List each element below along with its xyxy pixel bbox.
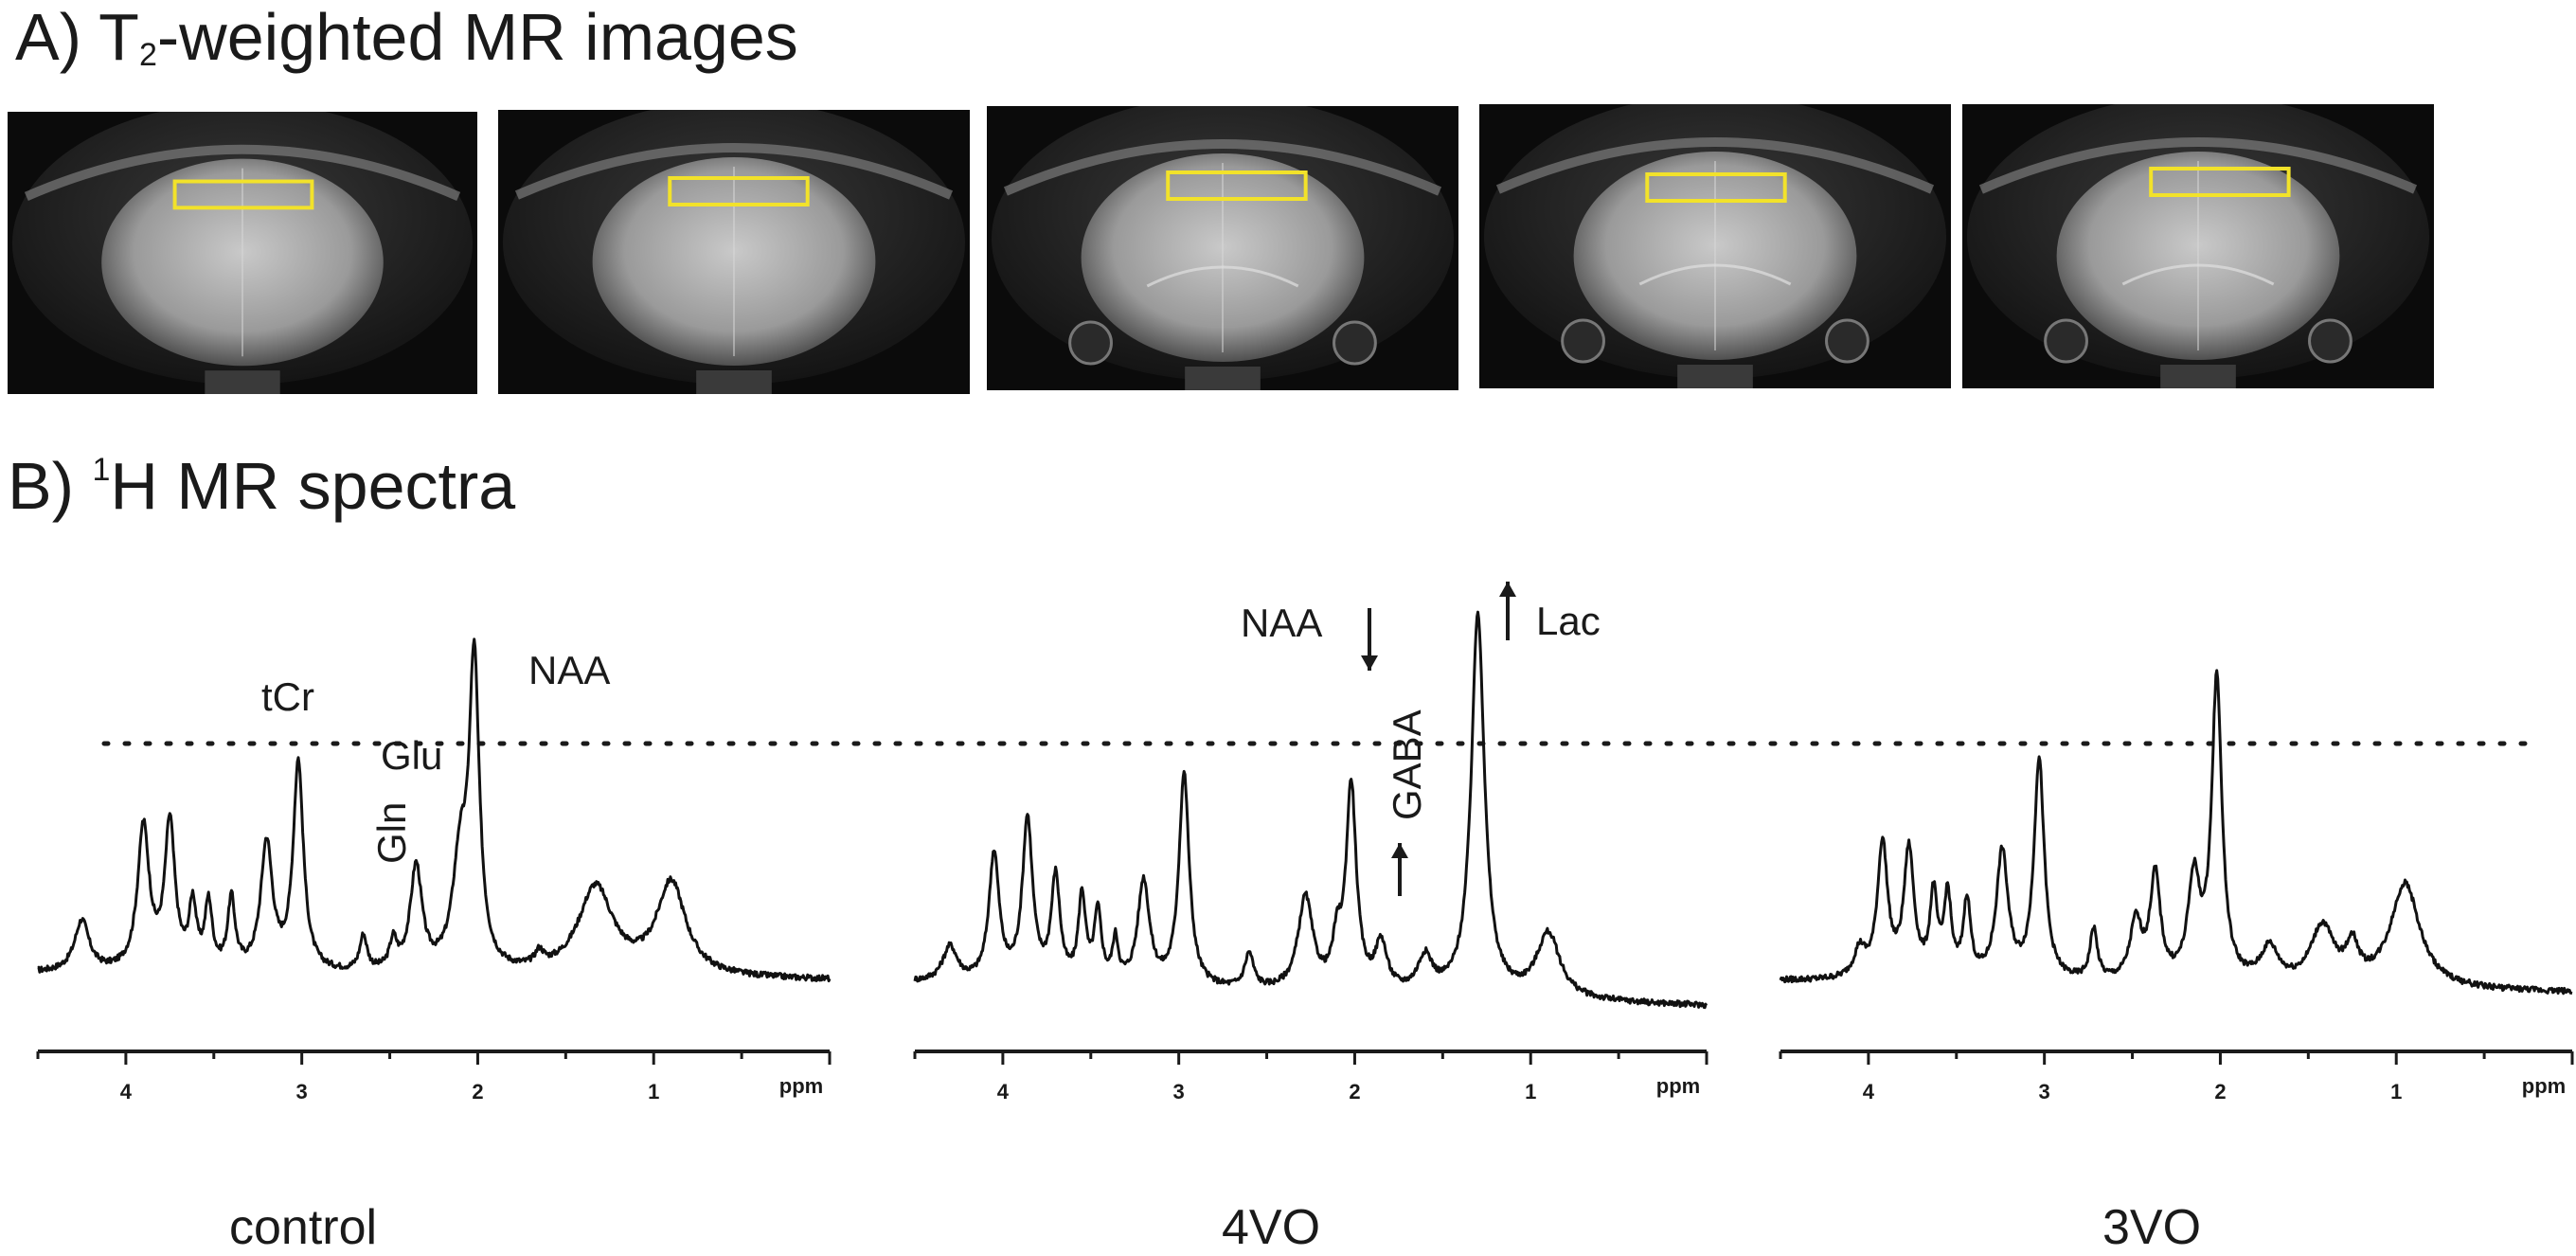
tick-label: 1 bbox=[648, 1080, 659, 1103]
axis-unit-label: ppm bbox=[1656, 1074, 1700, 1098]
hippocampus-contour bbox=[1146, 265, 1299, 288]
mri-image-5 bbox=[1962, 104, 2434, 388]
peak-annotation-lac: Lac bbox=[1536, 599, 1601, 643]
peak-annotation-tcr: tCr bbox=[261, 674, 314, 719]
spectrum-line bbox=[913, 610, 1708, 1010]
brainstem bbox=[696, 370, 772, 394]
spectrum-line bbox=[37, 637, 832, 983]
lateral-structure bbox=[1825, 318, 1869, 364]
panel-b-rest: H MR spectra bbox=[110, 449, 516, 523]
scalp-edge bbox=[24, 144, 461, 201]
lateral-structure bbox=[1561, 318, 1605, 364]
panel-a-subscript: 2 bbox=[138, 37, 157, 73]
lateral-structure bbox=[2308, 318, 2352, 364]
hippocampus-contour bbox=[1638, 263, 1792, 286]
panel-a-label: A) T bbox=[15, 0, 139, 74]
spectrum-panel-0: 4 3 2 1 ppm bbox=[36, 637, 832, 1103]
tick-label: 3 bbox=[1173, 1080, 1185, 1103]
tick-label: 2 bbox=[2214, 1080, 2226, 1103]
peak-annotation-gaba: GABA bbox=[1385, 709, 1429, 820]
tick-label: 2 bbox=[472, 1080, 483, 1103]
hippocampus-contour bbox=[2121, 263, 2275, 286]
spectrum-panel-1: 4 3 2 1 ppm bbox=[913, 610, 1708, 1103]
condition-label-3vo: 3VO bbox=[2102, 1200, 2202, 1255]
mri-image-2 bbox=[498, 110, 970, 394]
mri-image-1 bbox=[8, 112, 477, 394]
tick-label: 1 bbox=[2390, 1080, 2402, 1103]
roi-box bbox=[2149, 167, 2291, 197]
peak-annotation-naa: NAA bbox=[1241, 601, 1322, 645]
panel-b-superscript: 1 bbox=[92, 452, 111, 488]
lateral-structure bbox=[2044, 318, 2088, 364]
scalp-edge bbox=[1495, 137, 1935, 194]
mri-image-4 bbox=[1479, 104, 1951, 388]
panel-a-title: A) T2-weighted MR images bbox=[15, 4, 798, 71]
axis-unit-label: ppm bbox=[779, 1074, 823, 1098]
panel-b-title: B) 1H MR spectra bbox=[8, 453, 515, 519]
lateral-structure bbox=[1333, 320, 1377, 366]
condition-label-4vo: 4VO bbox=[1222, 1200, 1321, 1255]
roi-box bbox=[668, 176, 810, 206]
spectrum-line bbox=[1779, 669, 2573, 996]
scalp-edge bbox=[1978, 137, 2418, 194]
roi-box bbox=[1166, 170, 1308, 201]
roi-box bbox=[172, 179, 314, 210]
tick-label: 4 bbox=[120, 1080, 133, 1103]
panel-b-label: B) bbox=[8, 449, 93, 523]
tick-label: 1 bbox=[1525, 1080, 1536, 1103]
mri-slice-svg bbox=[8, 112, 477, 394]
scalp-edge bbox=[514, 143, 954, 200]
tick-label: 3 bbox=[296, 1080, 308, 1103]
brainstem bbox=[205, 370, 280, 394]
tick-label: 3 bbox=[2039, 1080, 2050, 1103]
tick-label: 4 bbox=[1863, 1080, 1875, 1103]
mri-slice-svg bbox=[987, 106, 1458, 390]
brainstem bbox=[1185, 367, 1261, 390]
mri-image-3 bbox=[987, 106, 1458, 390]
brainstem bbox=[1677, 365, 1753, 388]
condition-label-control: control bbox=[229, 1200, 378, 1255]
tick-label: 2 bbox=[1349, 1080, 1360, 1103]
spectrum-panel-2: 4 3 2 1 ppm bbox=[1779, 669, 2574, 1103]
scalp-edge bbox=[1003, 139, 1442, 196]
arrow-head-icon bbox=[1391, 843, 1408, 858]
arrow-head-icon bbox=[1499, 582, 1516, 597]
mri-slice-svg bbox=[1962, 104, 2434, 388]
brainstem bbox=[2160, 365, 2236, 388]
axis-unit-label: ppm bbox=[2522, 1074, 2566, 1098]
panel-a-rest: -weighted MR images bbox=[156, 0, 798, 74]
roi-box bbox=[1645, 172, 1787, 203]
tick-label: 4 bbox=[997, 1080, 1010, 1103]
arrow-head-icon bbox=[1361, 655, 1378, 671]
lateral-structure bbox=[1068, 320, 1113, 366]
mri-slice-svg bbox=[498, 110, 970, 394]
peak-annotation-naa: NAA bbox=[528, 648, 610, 692]
peak-annotation-gln: Gln bbox=[369, 802, 414, 864]
peak-annotation-glu: Glu bbox=[381, 733, 442, 778]
mri-slice-svg bbox=[1479, 104, 1951, 388]
